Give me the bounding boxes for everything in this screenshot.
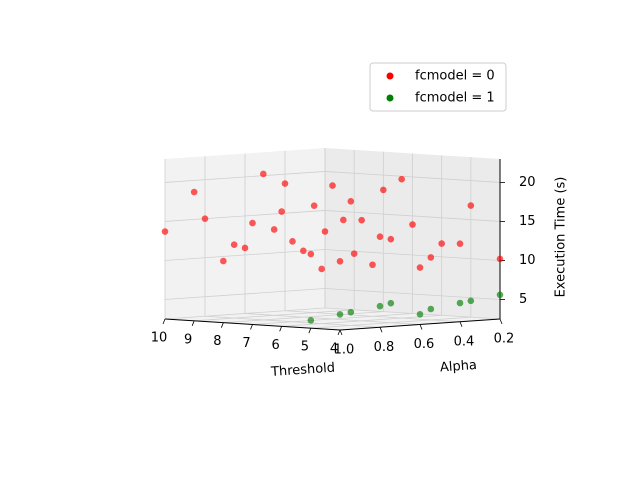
data-point — [369, 261, 376, 269]
data-point — [427, 254, 435, 261]
tick-mark — [308, 328, 312, 334]
y-axis-label: Alpha — [439, 358, 477, 376]
z-tick-label: 5 — [519, 292, 527, 307]
x-axis-label: Threshold — [270, 361, 336, 381]
grid-line — [164, 249, 326, 261]
y-tick-label: 1.0 — [334, 343, 355, 358]
data-point — [416, 311, 424, 318]
grid-line — [164, 171, 326, 183]
data-point — [340, 216, 347, 224]
tick-mark — [499, 318, 503, 325]
data-point — [190, 188, 198, 196]
z-tick-label: 15 — [519, 214, 536, 229]
x-tick-label: 10 — [151, 331, 168, 346]
data-point — [416, 264, 424, 271]
grid-line — [164, 288, 326, 300]
data-point — [161, 228, 169, 235]
data-point — [496, 291, 504, 299]
y-tick-label: 0.8 — [374, 340, 395, 355]
data-point — [220, 257, 227, 265]
legend-label: fcmodel = 0 — [415, 69, 495, 84]
grid-line — [244, 313, 421, 325]
y-axis-line — [339, 318, 501, 331]
data-point — [270, 226, 278, 233]
data-point — [398, 175, 405, 183]
data-point — [300, 247, 307, 255]
legend-marker — [386, 94, 394, 102]
x-tick-label: 7 — [242, 336, 250, 351]
data-point — [467, 297, 475, 305]
z-tick-label: 20 — [519, 175, 536, 190]
data-point — [467, 202, 475, 209]
grid-line — [324, 171, 501, 183]
data-point — [289, 238, 296, 245]
data-point — [318, 265, 325, 273]
x-tick-label: 6 — [272, 338, 280, 353]
data-point — [438, 240, 445, 247]
x-tick-label: 9 — [184, 332, 192, 347]
legend-label: fcmodel = 1 — [415, 91, 495, 106]
tick-mark — [191, 320, 195, 326]
data-point — [307, 250, 315, 258]
tick-mark — [459, 321, 463, 327]
data-point — [456, 299, 464, 307]
data-point — [387, 235, 395, 243]
data-point — [380, 186, 387, 194]
data-point — [376, 302, 384, 310]
data-point — [387, 299, 395, 307]
tick-mark — [162, 318, 166, 325]
legend-box — [369, 62, 507, 112]
tick-mark — [250, 324, 253, 330]
y-tick-label: 0.4 — [454, 334, 475, 349]
data-point — [310, 202, 318, 209]
data-point — [347, 308, 355, 316]
grid-line — [204, 315, 381, 328]
data-point — [249, 219, 256, 227]
y-tick-label: 0.2 — [494, 332, 515, 347]
tick-mark — [419, 324, 423, 330]
grid-line — [164, 210, 326, 222]
data-point — [336, 311, 344, 318]
data-point — [358, 216, 365, 224]
z-axis-label: Execution Time (s) — [554, 177, 569, 298]
data-point — [278, 208, 285, 215]
tick-mark — [279, 326, 283, 332]
x-tick-label: 4 — [330, 342, 338, 357]
data-point — [496, 255, 504, 263]
grid-line — [284, 310, 461, 323]
grid-line — [324, 210, 501, 222]
data-point — [241, 244, 249, 252]
data-point — [329, 182, 336, 189]
x-axis-line — [164, 318, 341, 331]
data-point — [409, 221, 416, 228]
data-point — [201, 215, 209, 222]
grid-line — [324, 307, 501, 320]
data-point — [336, 258, 344, 265]
legend-marker — [386, 72, 394, 80]
tick-mark — [339, 329, 343, 336]
data-point — [456, 240, 464, 248]
tick-mark — [379, 327, 383, 333]
data-point — [347, 198, 355, 205]
x-tick-label: 5 — [301, 340, 309, 355]
data-point — [230, 241, 238, 249]
data-point — [281, 180, 289, 187]
tick-mark — [220, 322, 224, 328]
data-point — [260, 170, 267, 178]
data-point — [376, 233, 384, 241]
data-point — [350, 250, 358, 257]
tick-mark — [337, 329, 341, 336]
y-tick-label: 0.6 — [414, 337, 435, 352]
data-point — [307, 317, 315, 324]
z-tick-label: 10 — [519, 253, 536, 268]
data-point — [427, 305, 435, 313]
x-tick-label: 8 — [213, 334, 221, 349]
data-point — [321, 228, 329, 235]
